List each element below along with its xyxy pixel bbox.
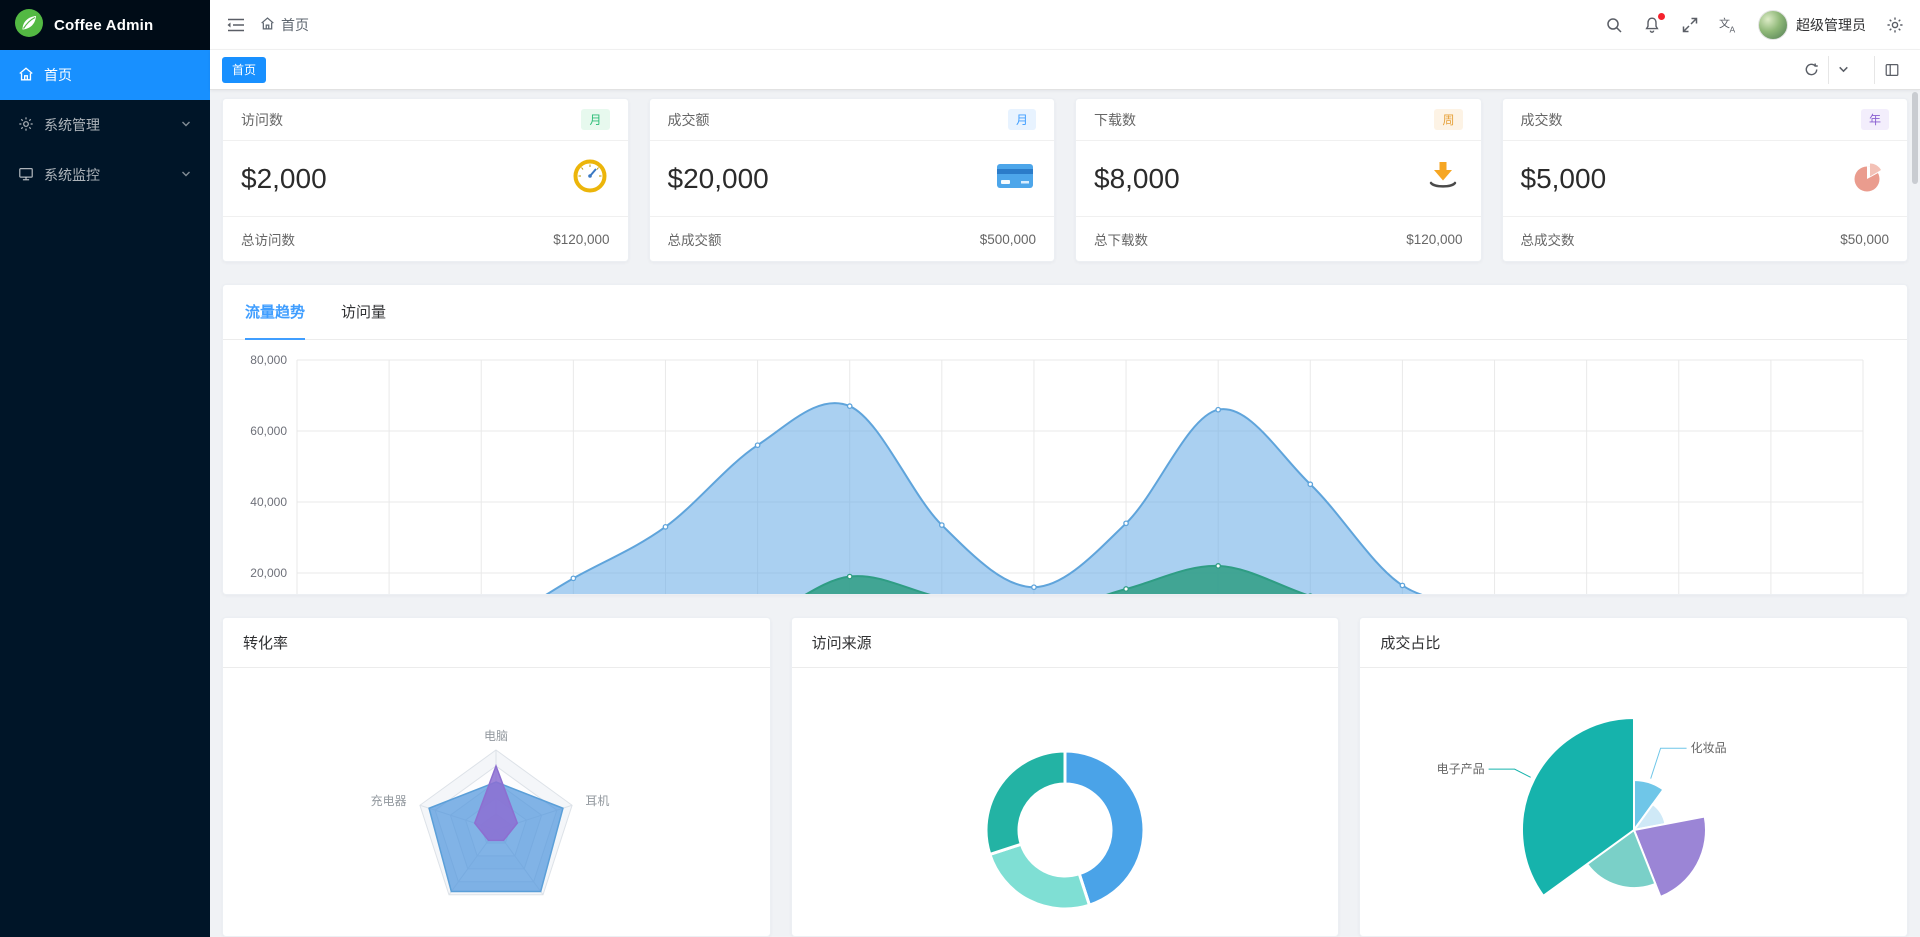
traffic-trend-card: 流量趋势 访问量 020,00040,00060,00080,0006:007:… — [222, 284, 1908, 595]
conversion-rate-card: 转化率 电脑耳机 充电器 — [222, 617, 771, 937]
stat-title: 成交数 — [1520, 111, 1563, 128]
chevron-down-icon — [180, 117, 192, 133]
stat-card-turnover: 成交额 月 $20,000 总成交额 $500,000 — [648, 98, 1055, 262]
notification-dot — [1658, 12, 1665, 20]
monitor-icon — [18, 166, 34, 185]
card-title: 转化率 — [243, 635, 289, 652]
breadcrumb[interactable]: 首页 — [260, 15, 309, 35]
breadcrumb-home: 首页 — [281, 16, 309, 33]
page-scrollbar — [1912, 92, 1918, 933]
app-title: Coffee Admin — [54, 16, 154, 34]
sidebar-menu: 首页 系统管理 系统监控 — [0, 50, 210, 200]
visit-source-card: 访问来源 — [790, 617, 1340, 937]
page-content: 访问数 月 $2,000 总访问数 $120,000 成交额 — [210, 90, 1920, 937]
svg-text:A: A — [1730, 25, 1736, 35]
svg-text:化妆品: 化妆品 — [1690, 741, 1726, 755]
svg-text:电子产品: 电子产品 — [1436, 762, 1484, 776]
layout-panel-icon[interactable] — [1874, 55, 1908, 84]
card-title: 成交占比 — [1380, 635, 1441, 652]
stat-title: 成交额 — [667, 111, 710, 128]
stat-title: 下载数 — [1094, 111, 1136, 128]
stat-footer-value: $500,000 — [979, 231, 1036, 247]
svg-text:电脑: 电脑 — [484, 729, 508, 743]
tab-home[interactable]: 首页 — [222, 56, 267, 83]
stat-value: $2,000 — [241, 162, 327, 194]
stat-badge: 年 — [1860, 109, 1889, 130]
sidebar-item-label: 系统监控 — [44, 167, 100, 183]
sidebar-toggle-icon[interactable] — [226, 16, 246, 34]
stat-badge: 月 — [581, 109, 610, 130]
bank-card-icon — [994, 156, 1036, 201]
stat-footer-label: 总访问数 — [241, 233, 295, 248]
gear-icon — [18, 116, 34, 135]
deal-share-card: 成交占比 化妆品电子产品 — [1359, 617, 1909, 937]
chevron-down-icon — [180, 167, 192, 183]
bell-icon[interactable] — [1643, 12, 1665, 34]
avatar — [1758, 9, 1788, 40]
stat-footer-value: $120,000 — [553, 231, 610, 247]
sidebar-item-label: 首页 — [44, 67, 72, 83]
visit-source-donut-chart[interactable] — [795, 668, 1335, 937]
svg-text:80,000: 80,000 — [250, 353, 287, 367]
svg-text:40,000: 40,000 — [250, 495, 287, 509]
tags-view-bar: 首页 — [210, 50, 1920, 90]
sidebar-item-system-management[interactable]: 系统管理 — [0, 100, 210, 150]
stat-footer-label: 总成交数 — [1520, 233, 1575, 248]
download-icon — [1423, 156, 1463, 201]
coffee-logo-icon — [14, 8, 44, 43]
stat-badge: 月 — [1007, 109, 1036, 130]
home-icon — [18, 66, 34, 85]
stat-value: $8,000 — [1094, 162, 1180, 194]
stat-card-deals: 成交数 年 $5,000 总成交数 $50,000 — [1501, 98, 1908, 262]
svg-text:耳机: 耳机 — [586, 794, 610, 808]
stat-footer-value: $120,000 — [1406, 231, 1463, 247]
sidebar-item-label: 系统管理 — [44, 117, 100, 133]
refresh-icon[interactable] — [1796, 56, 1826, 84]
app-logo[interactable]: Coffee Admin — [0, 0, 210, 50]
bottom-cards-row: 转化率 电脑耳机 充电器 访问来源 成交占比 化妆品电子产品 — [222, 617, 1909, 937]
user-menu[interactable]: 超级管理员 — [1758, 9, 1866, 40]
settings-gear-icon[interactable] — [1886, 16, 1904, 34]
tab-traffic-trend[interactable]: 流量趋势 — [245, 285, 306, 340]
tabs-chevron-down-icon[interactable] — [1828, 55, 1858, 84]
traffic-trend-chart[interactable]: 020,00040,00060,00080,0006:007:008:009:0… — [231, 344, 1885, 595]
tab-visit-volume[interactable]: 访问量 — [341, 303, 387, 321]
stat-footer-label: 总下载数 — [1094, 233, 1148, 248]
svg-text:充电器: 充电器 — [371, 793, 407, 808]
svg-text:20,000: 20,000 — [250, 566, 287, 580]
stat-card-downloads: 下载数 周 $8,000 总下载数 $120,000 — [1075, 98, 1482, 262]
stat-cards-row: 访问数 月 $2,000 总访问数 $120,000 成交额 — [222, 98, 1908, 262]
scrollbar-thumb[interactable] — [1912, 92, 1918, 184]
trend-tabs: 流量趋势 访问量 — [223, 285, 1907, 340]
svg-text:60,000: 60,000 — [250, 424, 287, 438]
sidebar: Coffee Admin 首页 系统管理 系统监控 — [0, 0, 210, 937]
home-icon — [260, 16, 275, 34]
stat-value: $5,000 — [1520, 162, 1607, 194]
stat-footer-value: $50,000 — [1840, 231, 1889, 247]
sidebar-item-home[interactable]: 首页 — [0, 50, 210, 100]
pie-icon — [1849, 156, 1889, 201]
gauge-icon — [570, 156, 610, 201]
stat-title: 访问数 — [241, 111, 283, 128]
user-name: 超级管理员 — [1796, 16, 1866, 33]
stat-value: $20,000 — [667, 162, 769, 194]
svg-text:文: 文 — [1719, 16, 1730, 30]
search-icon[interactable] — [1605, 16, 1623, 34]
stat-footer-label: 总成交额 — [667, 233, 722, 248]
fullscreen-icon[interactable] — [1681, 16, 1699, 34]
stat-card-visits: 访问数 月 $2,000 总访问数 $120,000 — [222, 98, 629, 262]
card-title: 访问来源 — [811, 635, 872, 652]
sidebar-item-system-monitor[interactable]: 系统监控 — [0, 150, 210, 200]
stat-badge: 周 — [1434, 109, 1463, 130]
